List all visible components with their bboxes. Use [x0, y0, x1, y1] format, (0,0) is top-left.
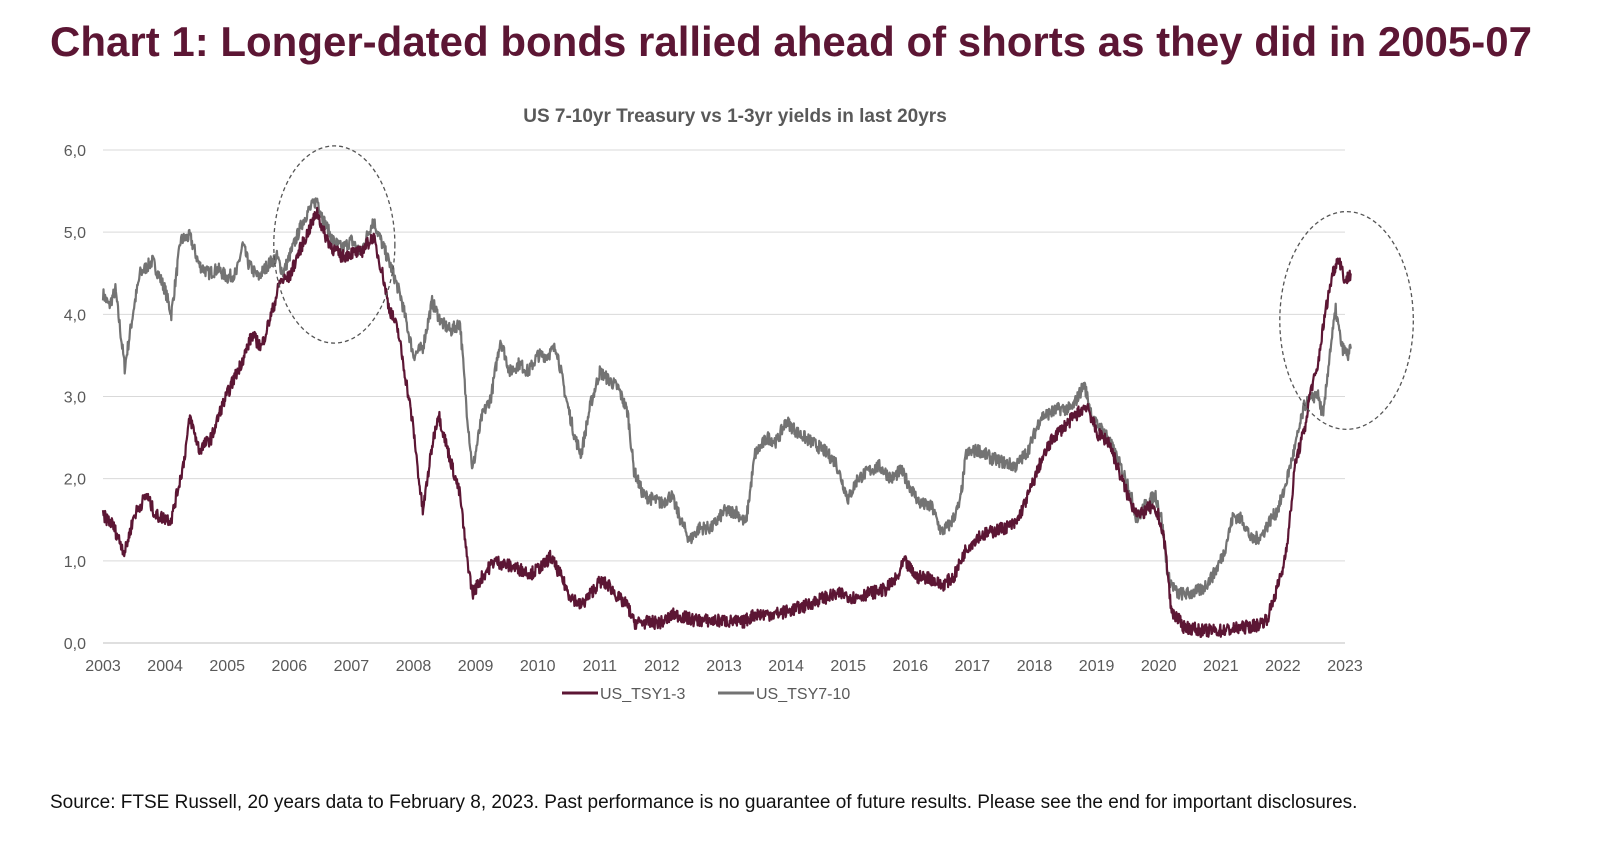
x-tick-label: 2013 [706, 658, 742, 675]
x-tick-label: 2014 [768, 658, 804, 675]
x-tick-label: 2019 [1079, 658, 1115, 675]
x-tick-label: 2021 [1203, 658, 1239, 675]
y-tick-label: 5,0 [64, 225, 86, 242]
chart-title: US 7-10yr Treasury vs 1-3yr yields in la… [523, 106, 947, 127]
y-axis: 0,0 1,0 2,0 3,0 4,0 5,0 6,0 [64, 143, 86, 653]
x-tick-label: 2003 [85, 658, 121, 675]
x-axis: 2003 2004 2005 2006 2007 2008 2009 2010 2011 2012… [85, 658, 1363, 675]
y-tick-label: 3,0 [64, 390, 86, 407]
x-tick-label: 2004 [147, 658, 183, 675]
line-chart: US 7-10yr Treasury vs 1-3yr yields in la… [64, 106, 1414, 703]
x-tick-label: 2007 [334, 658, 370, 675]
y-tick-label: 1,0 [64, 554, 86, 571]
x-tick-label: 2010 [520, 658, 556, 675]
legend-label: US_TSY1-3 [600, 686, 685, 703]
legend: US_TSY1-3 US_TSY7-10 [562, 686, 850, 703]
y-tick-label: 4,0 [64, 307, 86, 324]
x-tick-label: 2023 [1327, 658, 1363, 675]
page-title: Chart 1: Longer-dated bonds rallied ahea… [50, 18, 1532, 65]
x-tick-label: 2017 [955, 658, 991, 675]
series-line-us-tsy1-3 [101, 206, 1352, 638]
annotation-layer [273, 145, 1414, 431]
x-tick-label: 2009 [458, 658, 494, 675]
legend-label: US_TSY7-10 [756, 686, 850, 703]
series-layer [101, 197, 1353, 638]
x-tick-label: 2006 [272, 658, 308, 675]
x-tick-label: 2020 [1141, 658, 1177, 675]
x-tick-label: 2016 [893, 658, 929, 675]
y-tick-label: 0,0 [64, 636, 86, 653]
x-tick-label: 2022 [1265, 658, 1301, 675]
gridlines [103, 149, 1345, 644]
highlight-ellipse-2 [1279, 210, 1414, 431]
x-tick-label: 2018 [1017, 658, 1053, 675]
x-tick-label: 2012 [644, 658, 680, 675]
x-tick-label: 2005 [209, 658, 245, 675]
x-tick-label: 2011 [583, 658, 618, 675]
highlight-ellipse-1 [273, 145, 396, 344]
source-footnote: Source: FTSE Russell, 20 years data to F… [50, 792, 1358, 813]
x-tick-label: 2015 [830, 658, 866, 675]
y-tick-label: 2,0 [64, 472, 86, 489]
x-tick-label: 2008 [396, 658, 432, 675]
y-tick-label: 6,0 [64, 143, 86, 160]
